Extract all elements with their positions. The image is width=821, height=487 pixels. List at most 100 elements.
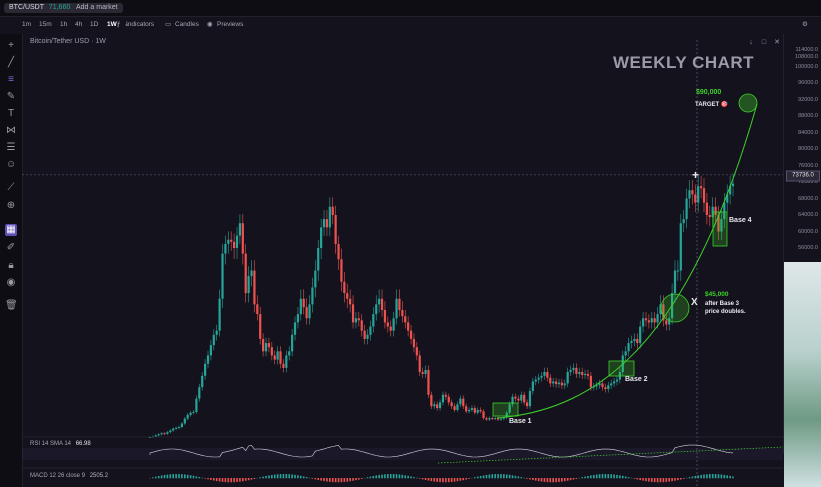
- settings-icon[interactable]: ⚙: [802, 21, 808, 28]
- macd-bar: [337, 478, 340, 483]
- macd-bar: [421, 478, 424, 480]
- macd-bar: [540, 478, 543, 482]
- text-icon[interactable]: T: [7, 108, 15, 119]
- candle-body: [264, 343, 268, 352]
- lock-icon[interactable]: 🔒︎: [8, 260, 14, 271]
- candle-body: [723, 202, 726, 220]
- eye-icon[interactable]: ◉: [6, 277, 16, 288]
- base1-label: Base 1: [509, 418, 532, 425]
- candle-body: [653, 318, 656, 323]
- candle-body: [592, 386, 595, 388]
- macd-bar: [500, 474, 502, 479]
- candle-body: [279, 351, 282, 364]
- candle-body: [633, 338, 636, 341]
- ruler-icon[interactable]: ⟋: [7, 182, 15, 193]
- add-market-button[interactable]: Add a market: [71, 3, 123, 13]
- pencil-icon[interactable]: ✐: [6, 242, 16, 253]
- close-icon[interactable]: ✕: [774, 39, 780, 46]
- timeframe-1w[interactable]: 1W: [107, 21, 117, 28]
- y-tick-label: 56000.0: [798, 245, 818, 251]
- candle-body: [389, 326, 392, 331]
- macd-bar: [247, 478, 250, 481]
- macd-bar: [453, 478, 456, 482]
- fib-icon[interactable]: ≡: [8, 74, 14, 85]
- symbol-pill[interactable]: BTC/USDT 71,660.9: [4, 3, 82, 13]
- macd-bar: [523, 477, 525, 479]
- candle-body: [241, 223, 244, 254]
- candle-body: [259, 314, 262, 339]
- macd-bar: [392, 474, 395, 479]
- brush-icon[interactable]: ✎: [6, 91, 16, 102]
- macd-label-text: MACD 12 26 close 9: [30, 473, 86, 479]
- macd-bar: [555, 478, 557, 483]
- candle-body: [409, 330, 413, 339]
- current-price-tag: 73736.0: [786, 170, 820, 182]
- candle-body: [337, 243, 340, 260]
- candle-body: [644, 318, 648, 321]
- timeframe-1m[interactable]: 1m: [22, 21, 32, 28]
- trendline-icon[interactable]: ╱: [7, 57, 15, 68]
- candle-body: [430, 394, 433, 407]
- candle-body: [685, 198, 688, 220]
- timeframe-4h[interactable]: 4h: [75, 21, 83, 28]
- zoom-icon[interactable]: ⊕: [6, 200, 16, 211]
- symbol-price: 71,660.9: [48, 4, 77, 11]
- chevron-down-icon[interactable]: ⌄: [124, 21, 130, 28]
- indicators-button[interactable]: Indicators: [126, 21, 155, 28]
- overlay-title: WEEKLY CHART: [613, 53, 755, 72]
- macd-bar: [572, 478, 575, 480]
- measure-icon[interactable]: ☰: [6, 142, 16, 153]
- previews-button[interactable]: Previews: [217, 21, 244, 28]
- macd-bar: [372, 475, 375, 479]
- emoji-icon[interactable]: ☺: [5, 159, 17, 170]
- candle-body: [180, 423, 184, 428]
- previews-icon[interactable]: ◉: [207, 21, 213, 28]
- candle-body: [528, 391, 532, 407]
- macd-bar: [558, 478, 560, 482]
- y-tick-label: 64000.0: [798, 212, 818, 218]
- macd-bar: [387, 474, 389, 479]
- macd-bar: [331, 478, 334, 483]
- candle-body: [357, 318, 360, 321]
- candle-body: [650, 318, 653, 323]
- timeframe-15m[interactable]: 15m: [39, 21, 52, 28]
- trash-icon[interactable]: 🗑︎: [5, 300, 18, 311]
- candle-body: [276, 351, 279, 360]
- candles-icon[interactable]: ▭: [165, 21, 172, 28]
- candle-body: [183, 418, 186, 424]
- candle-body: [572, 367, 575, 370]
- candle-body: [465, 406, 468, 412]
- macd-bar: [607, 474, 610, 479]
- candle-body: [552, 381, 555, 384]
- macd-bar: [674, 478, 676, 481]
- magnet-icon[interactable]: ▦: [5, 224, 17, 236]
- macd-bar: [598, 474, 601, 479]
- pattern-icon[interactable]: ⋈: [6, 125, 16, 136]
- download-icon[interactable]: ↓: [749, 39, 753, 46]
- macd-bar: [265, 476, 267, 479]
- candle-body: [192, 411, 195, 413]
- timeframe-1h[interactable]: 1h: [60, 21, 68, 28]
- candle-body: [488, 418, 491, 420]
- macd-bar: [381, 474, 383, 479]
- timeframe-1d[interactable]: 1D: [90, 21, 99, 28]
- macd-bar: [645, 478, 647, 482]
- macd-bar: [616, 474, 618, 479]
- candle-body: [699, 186, 703, 189]
- crosshair-icon[interactable]: +: [8, 40, 14, 51]
- candle-body: [691, 190, 694, 195]
- base4-box: [712, 211, 728, 247]
- y-tick-label: 100000.0: [795, 64, 818, 70]
- macd-bar: [708, 474, 711, 479]
- candle-body: [233, 241, 236, 248]
- candles-button[interactable]: Candles: [175, 21, 199, 28]
- macd-bar: [688, 477, 691, 479]
- macd-bar: [430, 478, 433, 482]
- y-tick-label: 88000.0: [798, 113, 818, 120]
- candle-body: [322, 219, 326, 228]
- maximize-icon[interactable]: □: [761, 39, 767, 46]
- indicators-icon[interactable]: ƒ: [117, 21, 121, 28]
- candle-body: [383, 310, 387, 323]
- candle-body: [450, 402, 453, 407]
